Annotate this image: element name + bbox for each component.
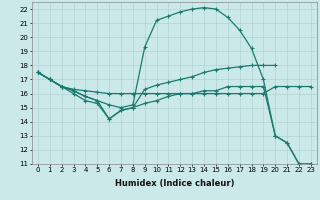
X-axis label: Humidex (Indice chaleur): Humidex (Indice chaleur) [115,179,234,188]
